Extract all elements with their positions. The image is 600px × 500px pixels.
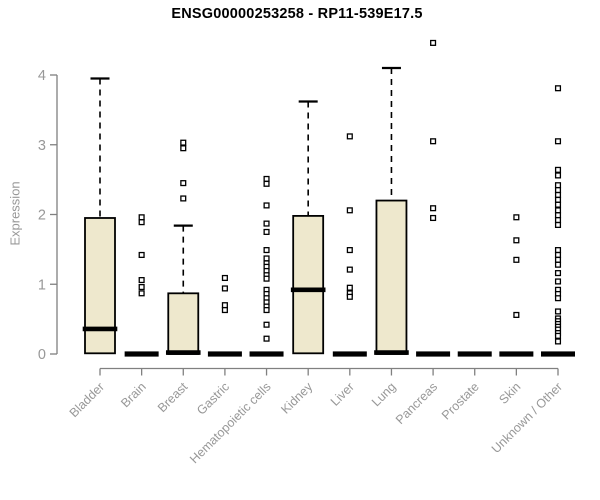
outlier-point — [430, 214, 437, 222]
outlier-point — [138, 283, 145, 291]
outlier-point — [554, 247, 562, 254]
x-tick-label: Unknown / Other — [489, 380, 565, 456]
outlier-point — [554, 308, 562, 315]
outlier-point — [221, 285, 228, 292]
outlier-point — [554, 256, 562, 263]
y-tick-label: 1 — [38, 277, 46, 293]
x-tick-label: Pancreas — [393, 380, 440, 427]
outlier-point — [263, 275, 270, 282]
outlier-point — [554, 221, 562, 229]
x-tick-label: Liver — [328, 380, 357, 409]
outlier-point — [554, 251, 562, 259]
y-tick-label: 4 — [38, 68, 46, 84]
outlier-point — [513, 214, 520, 221]
collapsed-box — [332, 351, 367, 357]
outlier-point — [263, 180, 270, 187]
outlier-point — [263, 220, 270, 227]
outlier-point — [554, 85, 562, 92]
x-tick-label: Kidney — [278, 379, 315, 416]
outlier-point — [554, 172, 562, 179]
collapsed-box — [124, 351, 159, 357]
outlier-point — [221, 302, 228, 309]
box — [375, 199, 408, 355]
outlier-point — [513, 311, 520, 318]
box — [84, 217, 116, 355]
outlier-point — [263, 175, 270, 182]
outlier-point — [346, 284, 353, 291]
outlier-point — [346, 293, 353, 300]
collapsed-box — [499, 351, 534, 357]
outlier-point — [554, 212, 562, 219]
outlier-point — [554, 182, 562, 189]
collapsed-box — [416, 351, 451, 357]
outlier-point — [554, 166, 562, 173]
x-tick-label: Skin — [496, 380, 523, 407]
outlier-point — [263, 255, 270, 262]
outlier-point — [554, 270, 562, 277]
outlier-point — [263, 321, 270, 328]
collapsed-box — [207, 351, 242, 357]
outlier-point — [138, 277, 145, 284]
collapsed-box — [457, 351, 492, 357]
x-tick-label: Breast — [155, 379, 191, 415]
outlier-point — [263, 202, 270, 209]
outlier-point — [554, 217, 562, 224]
outlier-point — [430, 205, 437, 212]
outlier-point — [263, 228, 270, 235]
outlier-point — [554, 191, 562, 199]
outlier-point — [554, 201, 562, 208]
outlier-point — [138, 219, 145, 226]
outlier-point — [554, 196, 562, 203]
outlier-point — [554, 187, 562, 194]
collapsed-box — [541, 351, 575, 357]
x-tick-label: Bladder — [67, 380, 107, 420]
outlier-point — [263, 335, 270, 342]
outlier-point — [138, 290, 145, 297]
outlier-point — [346, 133, 353, 140]
x-tick-label: Brain — [118, 380, 149, 411]
outlier-point — [554, 261, 562, 268]
outlier-point — [513, 256, 520, 263]
collapsed-box — [249, 351, 284, 357]
outlier-point — [346, 247, 353, 254]
outlier-point — [554, 278, 562, 285]
outlier-point — [346, 207, 353, 214]
outlier-point — [263, 307, 270, 314]
outlier-point — [554, 295, 562, 302]
outlier-point — [138, 251, 145, 259]
y-tick-label: 2 — [38, 208, 46, 224]
outlier-point — [180, 195, 187, 202]
y-tick-label: 0 — [38, 347, 46, 363]
outlier-point — [554, 207, 562, 214]
outlier-point — [513, 237, 520, 244]
box — [167, 292, 200, 355]
x-tick-label: Lung — [369, 380, 399, 410]
outlier-point — [554, 338, 562, 345]
outlier-point — [138, 214, 145, 221]
outlier-point — [180, 180, 187, 187]
box — [292, 214, 325, 355]
outlier-point — [430, 138, 437, 145]
x-tick-label: Hematopoietic cells — [187, 380, 274, 467]
outlier-point — [180, 139, 187, 146]
outlier-point — [263, 247, 270, 254]
outlier-point — [180, 145, 187, 152]
outlier-point — [346, 266, 353, 273]
outlier-point — [430, 39, 437, 46]
chart-title: ENSG00000253258 - RP11-539E17.5 — [171, 6, 423, 22]
outlier-point — [221, 274, 228, 282]
outlier-point — [554, 332, 562, 339]
y-tick-label: 3 — [38, 138, 46, 154]
outlier-point — [221, 307, 228, 314]
x-tick-label: Gastric — [194, 380, 232, 418]
outlier-point — [554, 138, 562, 145]
x-tick-label: Prostate — [439, 380, 482, 423]
